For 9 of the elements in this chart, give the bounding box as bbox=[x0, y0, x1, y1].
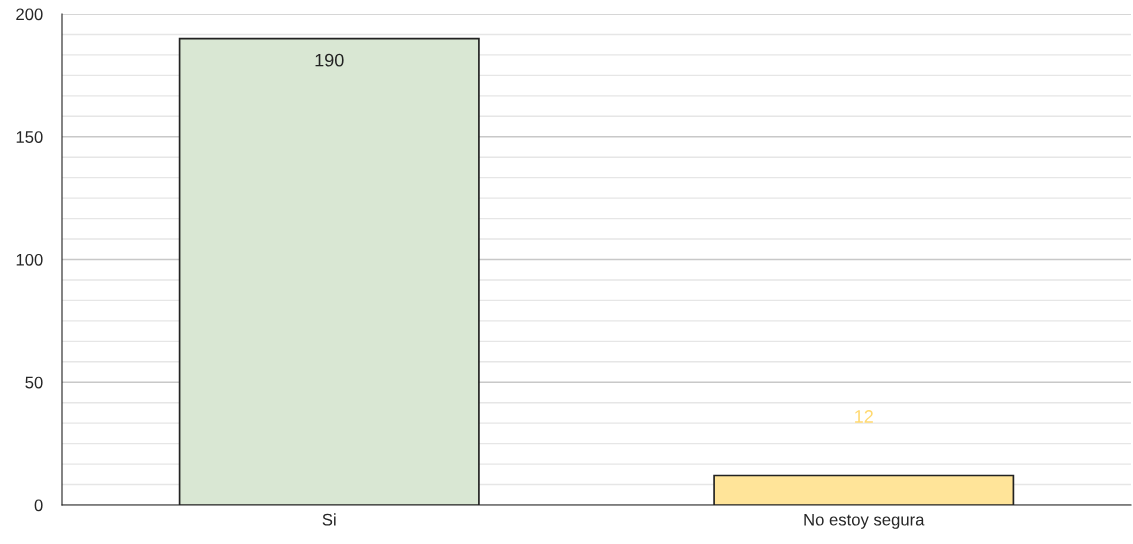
y-tick-label: 150 bbox=[16, 131, 43, 143]
y-tick-label: 200 bbox=[16, 8, 43, 21]
data-label: 190 bbox=[315, 53, 344, 67]
x-tick-label: Si bbox=[322, 513, 336, 526]
x-tick-label: No estoy segura bbox=[804, 513, 925, 529]
data-label: 12 bbox=[855, 410, 873, 423]
y-tick-label: 50 bbox=[25, 376, 43, 389]
y-tick-label: 0 bbox=[34, 499, 43, 512]
y-tick-label: 100 bbox=[16, 253, 43, 266]
